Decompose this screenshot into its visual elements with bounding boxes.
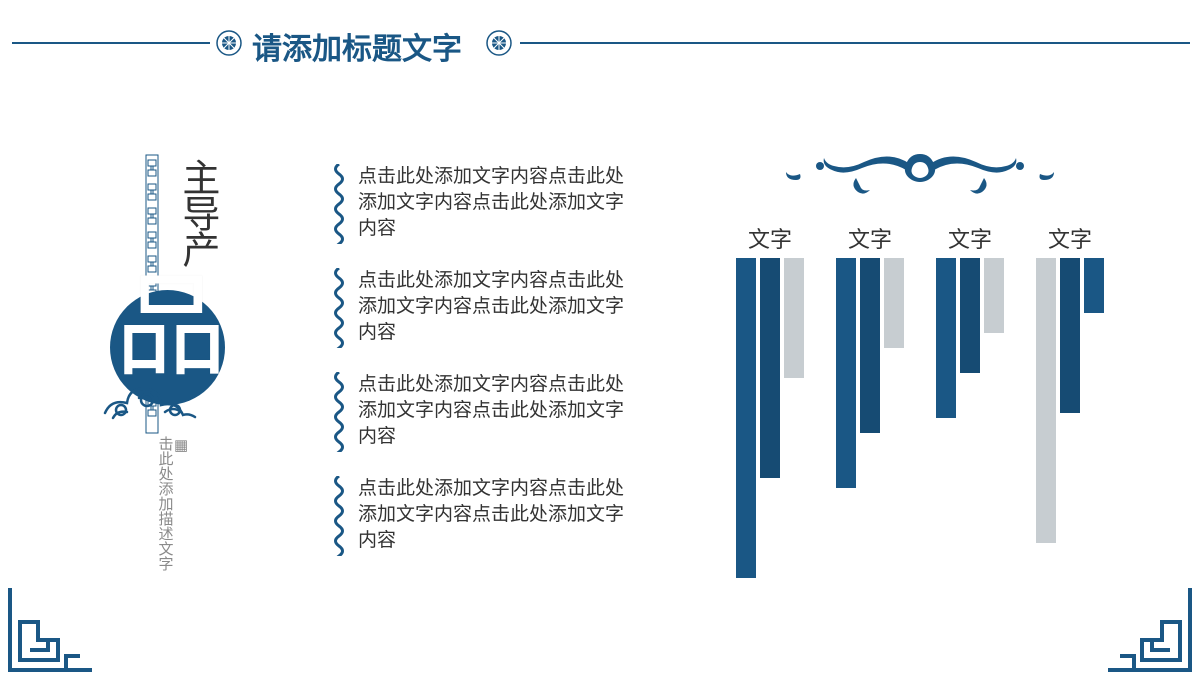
chart-bars-area: [720, 258, 1120, 588]
bar: [860, 258, 880, 433]
wave-border-icon: [330, 268, 348, 348]
bar: [836, 258, 856, 488]
paragraph-text: 点击此处添加文字内容点击此处添加文字内容点击此处添加文字内容: [330, 164, 640, 243]
paragraph-block: 点击此处添加文字内容点击此处添加文字内容点击此处添加文字内容: [330, 476, 640, 556]
header-rule-left: [12, 42, 210, 44]
bar: [760, 258, 780, 478]
paragraph-text: 点击此处添加文字内容点击此处添加文字内容点击此处添加文字内容: [330, 372, 640, 451]
header-ornament-right: [486, 30, 512, 56]
bar-group: [934, 258, 1006, 418]
flourish-ornament-icon: [760, 148, 1080, 211]
left-small-icon: ▦: [174, 436, 188, 454]
bar: [1060, 258, 1080, 413]
bar: [960, 258, 980, 373]
paragraph-block: 点击此处添加文字内容点击此处添加文字内容点击此处添加文字内容: [330, 164, 640, 244]
wave-border-icon: [330, 372, 348, 452]
corner-ornament-bl-icon: [6, 584, 96, 674]
chart-label-row: 文字文字文字文字: [720, 222, 1120, 254]
bar: [884, 258, 904, 348]
wave-border-icon: [330, 164, 348, 244]
paragraph-block: 点击此处添加文字内容点击此处添加文字内容点击此处添加文字内容: [330, 268, 640, 348]
paragraph-text: 点击此处添加文字内容点击此处添加文字内容点击此处添加文字内容: [330, 476, 640, 555]
wave-border-icon: [330, 476, 348, 556]
bar-group: [834, 258, 906, 488]
header-rule-right: [520, 42, 1190, 44]
paragraph-text: 点击此处添加文字内容点击此处添加文字内容点击此处添加文字内容: [330, 268, 640, 347]
bar: [936, 258, 956, 418]
section-vertical-title: 主导产: [176, 158, 216, 266]
header-ornament-left: [216, 30, 242, 56]
bar-group: [1034, 258, 1106, 543]
corner-ornament-br-icon: [1104, 584, 1194, 674]
section-big-char: 品: [115, 272, 227, 384]
chart-category-label: 文字: [720, 222, 820, 254]
bar: [1084, 258, 1104, 313]
bar: [1036, 258, 1056, 543]
bar: [736, 258, 756, 578]
bar: [784, 258, 804, 378]
chart-category-label: 文字: [820, 222, 920, 254]
paragraph-block: 点击此处添加文字内容点击此处添加文字内容点击此处添加文字内容: [330, 372, 640, 452]
left-small-caption: 击此处添加描述文字: [156, 436, 173, 571]
chart-category-label: 文字: [1020, 222, 1120, 254]
bar: [984, 258, 1004, 333]
cloud-ornament-icon: [95, 378, 215, 443]
bar-group: [734, 258, 806, 578]
page-title: 请添加标题文字: [252, 24, 462, 68]
chart-category-label: 文字: [920, 222, 1020, 254]
